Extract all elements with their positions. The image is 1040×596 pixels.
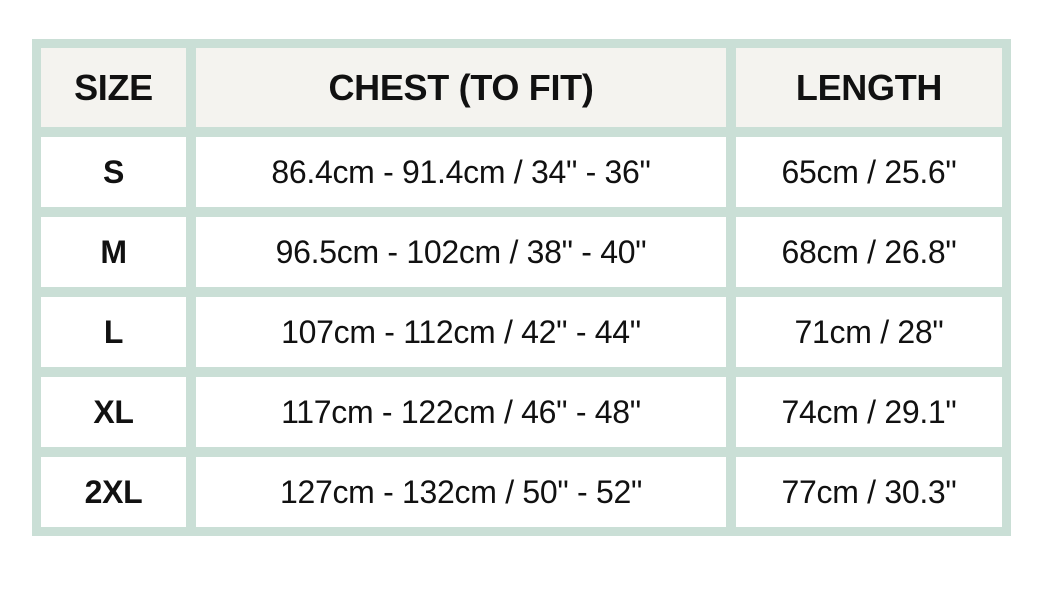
header-size: SIZE	[41, 48, 186, 127]
length-cell: 77cm / 30.3"	[736, 457, 1002, 527]
chest-cell: 107cm - 112cm / 42" - 44"	[196, 297, 726, 367]
length-cell: 74cm / 29.1"	[736, 377, 1002, 447]
chest-cell: 127cm - 132cm / 50" - 52"	[196, 457, 726, 527]
chest-cell: 86.4cm - 91.4cm / 34" - 36"	[196, 137, 726, 207]
size-cell: XL	[41, 377, 186, 447]
size-cell: 2XL	[41, 457, 186, 527]
header-length: LENGTH	[736, 48, 1002, 127]
size-cell: M	[41, 217, 186, 287]
length-cell: 71cm / 28"	[736, 297, 1002, 367]
size-chart-table: SIZE CHEST (TO FIT) LENGTH S 86.4cm - 91…	[32, 39, 1011, 536]
chest-cell: 96.5cm - 102cm / 38" - 40"	[196, 217, 726, 287]
size-cell: S	[41, 137, 186, 207]
length-cell: 65cm / 25.6"	[736, 137, 1002, 207]
size-cell: L	[41, 297, 186, 367]
header-chest: CHEST (TO FIT)	[196, 48, 726, 127]
chest-cell: 117cm - 122cm / 46" - 48"	[196, 377, 726, 447]
length-cell: 68cm / 26.8"	[736, 217, 1002, 287]
